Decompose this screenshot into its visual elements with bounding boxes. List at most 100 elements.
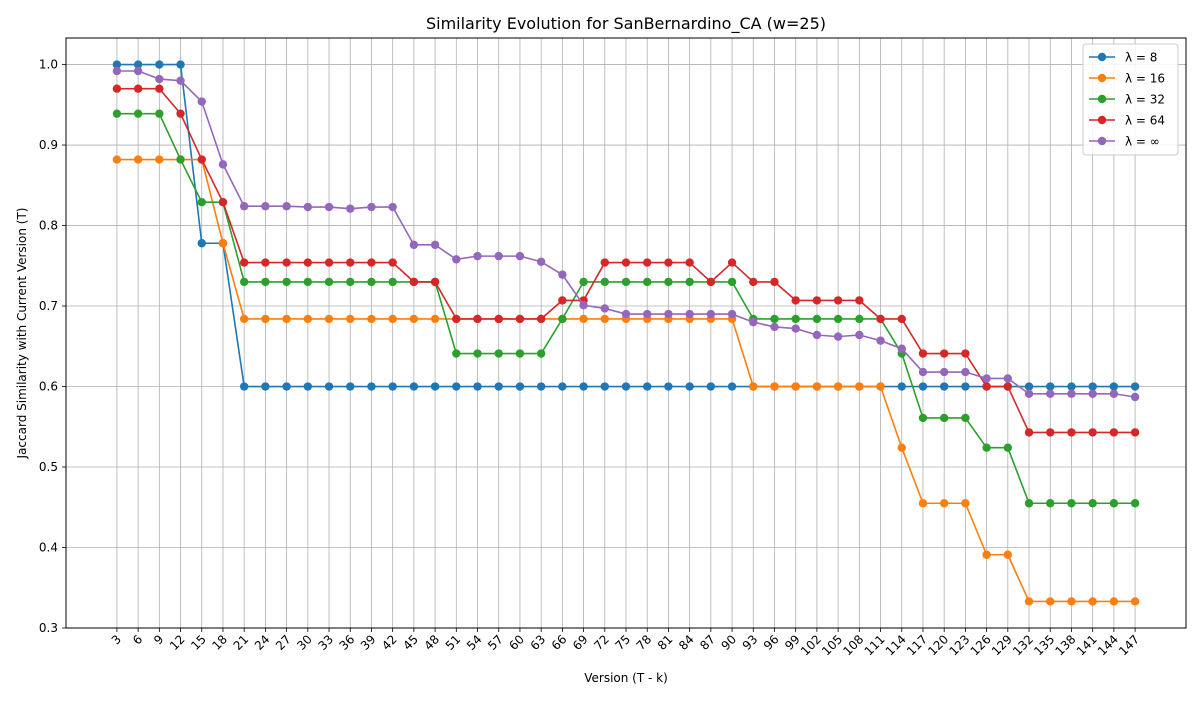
- data-point: [791, 382, 800, 391]
- data-point: [515, 349, 525, 358]
- data-point: [897, 443, 906, 452]
- data-point: [303, 314, 313, 324]
- legend-label: λ = 8: [1125, 51, 1157, 65]
- legend-label: λ = ∞: [1125, 135, 1160, 149]
- legend-label: λ = 32: [1125, 93, 1165, 107]
- data-point: [155, 74, 164, 84]
- legend-marker: [1097, 94, 1107, 104]
- data-point: [1088, 428, 1097, 437]
- data-point: [346, 314, 355, 324]
- data-point: [239, 382, 249, 391]
- data-point: [812, 296, 822, 305]
- data-point: [982, 443, 991, 452]
- data-point: [1088, 597, 1097, 606]
- data-point: [939, 413, 949, 423]
- data-point: [261, 258, 270, 267]
- data-point: [876, 336, 885, 345]
- data-point: [621, 258, 631, 267]
- legend-label: λ = 16: [1125, 72, 1165, 86]
- data-point: [897, 344, 906, 353]
- data-point: [112, 66, 122, 76]
- data-point: [303, 202, 313, 212]
- data-point: [494, 349, 503, 358]
- data-point: [1046, 382, 1055, 391]
- data-point: [1088, 382, 1097, 391]
- data-point: [961, 349, 970, 358]
- data-point: [239, 314, 249, 324]
- data-point: [749, 317, 758, 327]
- data-point: [430, 314, 440, 324]
- data-point: [1109, 389, 1119, 398]
- data-point: [558, 296, 567, 305]
- data-point: [812, 330, 822, 340]
- data-point: [685, 258, 694, 267]
- data-point: [367, 202, 376, 212]
- data-point: [1003, 374, 1013, 383]
- data-point: [282, 202, 291, 211]
- data-point: [939, 382, 949, 391]
- data-point: [1067, 428, 1076, 437]
- data-point: [239, 202, 249, 211]
- data-point: [558, 270, 567, 279]
- data-point: [1109, 382, 1119, 391]
- data-point: [727, 309, 737, 319]
- data-point: [155, 84, 164, 93]
- data-point: [133, 155, 143, 164]
- data-point: [621, 382, 631, 391]
- data-point: [1003, 443, 1013, 452]
- data-point: [282, 277, 291, 287]
- data-point: [833, 382, 843, 391]
- data-point: [770, 314, 779, 324]
- data-point: [1024, 428, 1034, 437]
- data-point: [409, 314, 419, 324]
- data-point: [409, 382, 419, 391]
- data-point: [918, 382, 928, 391]
- data-point: [918, 367, 928, 377]
- data-point: [1046, 597, 1055, 606]
- data-point: [855, 314, 864, 324]
- data-point: [367, 277, 376, 287]
- data-point: [1109, 499, 1119, 508]
- data-point: [961, 367, 970, 377]
- legend-marker: [1097, 136, 1107, 146]
- data-point: [112, 60, 122, 69]
- data-point: [536, 257, 546, 266]
- legend-marker: [1097, 52, 1107, 62]
- data-point: [1003, 550, 1013, 559]
- data-point: [982, 374, 991, 383]
- data-point: [600, 304, 609, 313]
- data-point: [494, 251, 503, 261]
- data-point: [324, 314, 334, 324]
- data-point: [346, 277, 355, 287]
- data-point: [367, 314, 376, 324]
- data-point: [197, 239, 206, 248]
- data-point: [727, 382, 737, 391]
- data-point: [346, 258, 355, 267]
- data-point: [282, 382, 291, 391]
- data-point: [600, 258, 609, 267]
- data-point: [176, 60, 185, 69]
- data-point: [706, 277, 716, 287]
- data-point: [685, 382, 694, 391]
- data-point: [197, 97, 206, 106]
- data-point: [515, 382, 525, 391]
- data-point: [855, 330, 864, 340]
- series-group: [112, 66, 1140, 402]
- data-point: [1088, 389, 1097, 398]
- data-point: [664, 258, 673, 267]
- data-point: [855, 382, 864, 391]
- data-point: [218, 160, 228, 169]
- data-point: [918, 349, 928, 358]
- data-point: [239, 258, 249, 267]
- x-axis-label: Version (T - k): [584, 671, 668, 685]
- data-point: [324, 382, 334, 391]
- data-point: [133, 109, 143, 118]
- data-point: [791, 324, 800, 333]
- data-point: [1109, 597, 1119, 606]
- data-point: [685, 277, 694, 287]
- y-tick-label: 0.9: [39, 138, 58, 152]
- y-tick-label: 1.0: [39, 58, 58, 72]
- data-point: [1067, 389, 1076, 398]
